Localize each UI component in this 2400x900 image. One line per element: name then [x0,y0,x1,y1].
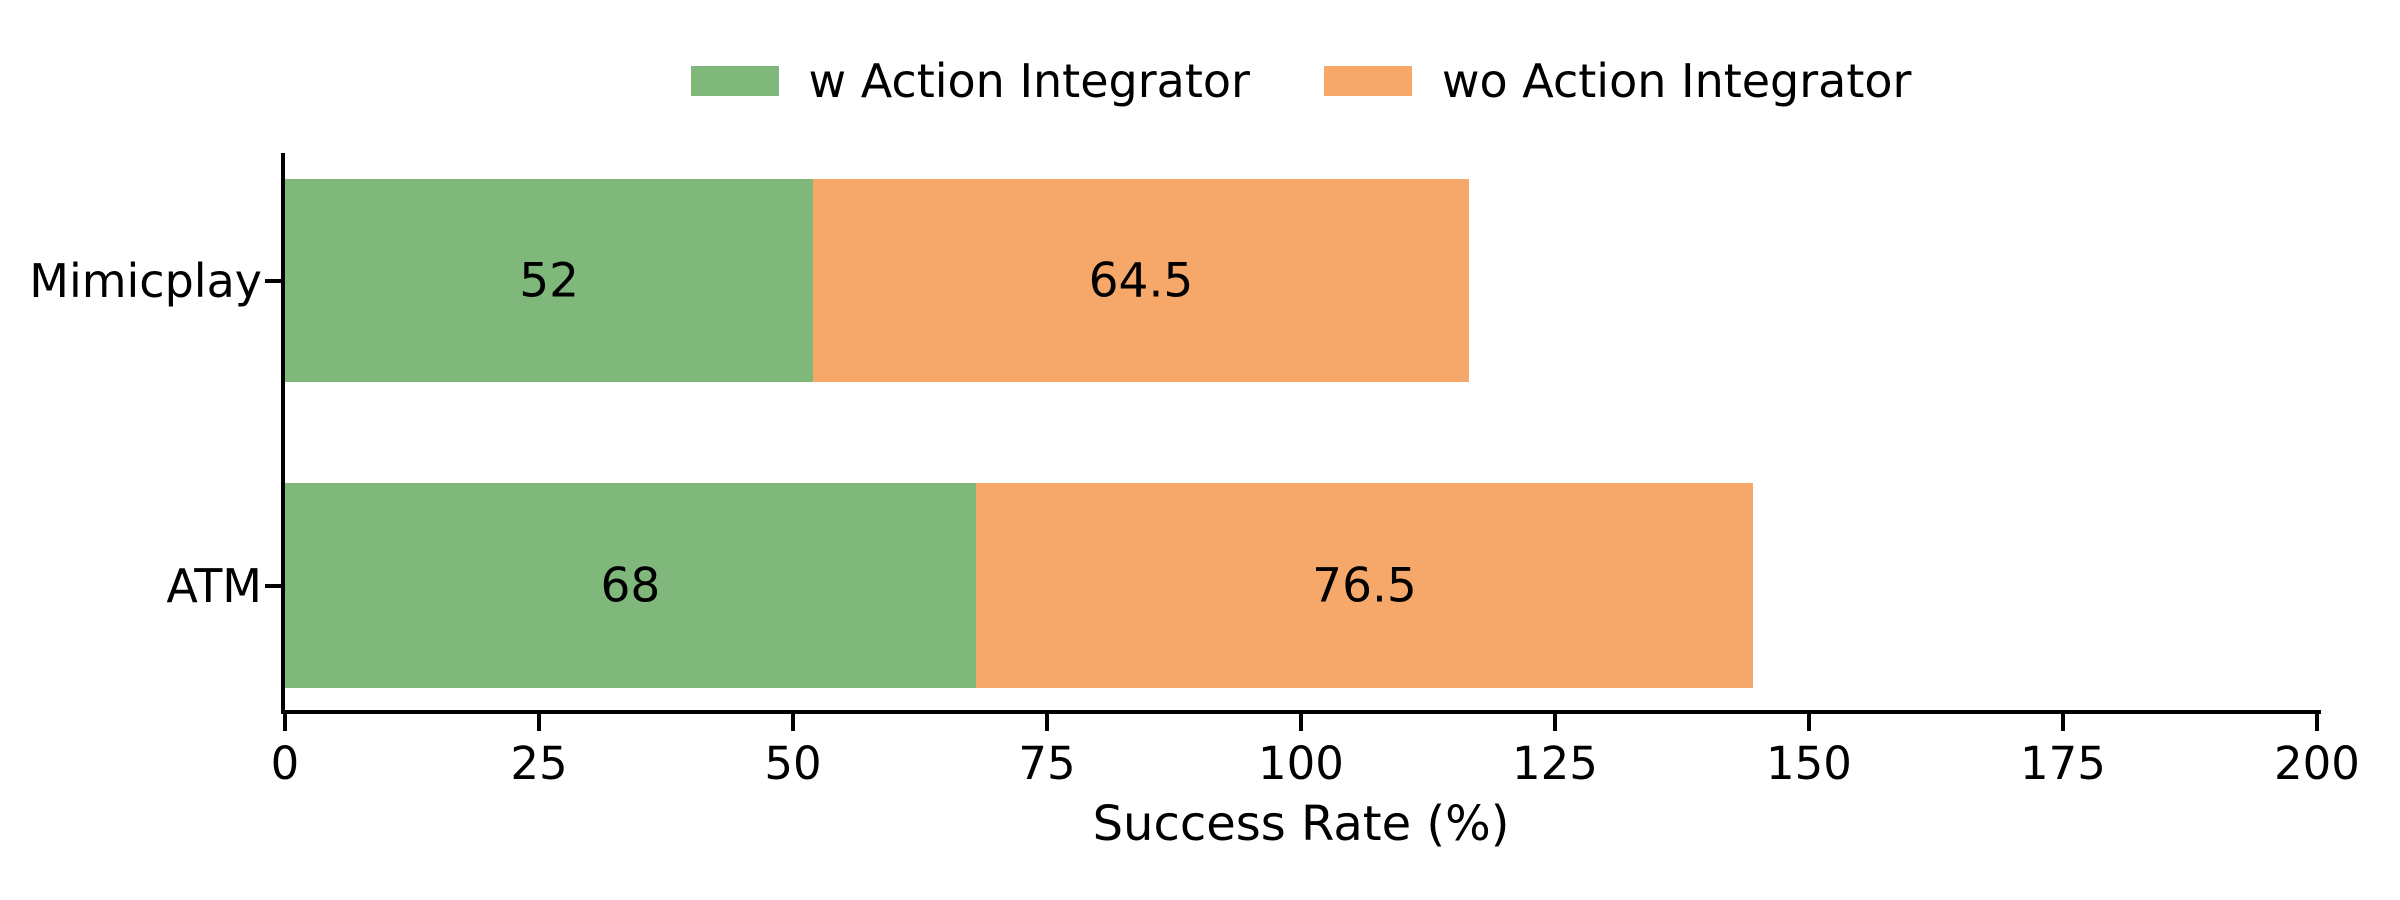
x-tick-label: 25 [510,737,568,790]
x-tick-mark [1045,714,1049,731]
y-tick-mark [265,583,281,588]
bar-value-label: 68 [600,558,661,613]
bar-value-label: 64.5 [1088,253,1194,308]
x-tick-mark [791,714,795,731]
legend-entry-without: wo Action Integrator [1323,54,1912,108]
x-tick-mark [283,714,287,731]
x-tick-label: 175 [2020,737,2106,790]
x-tick-mark [2315,714,2319,731]
x-tick-label: 150 [1766,737,1852,790]
legend-entry-with: w Action Integrator [690,54,1250,108]
x-tick-label: 0 [270,737,300,790]
x-tick-mark [1299,714,1303,731]
bar-segment-mimicplay-with [285,179,814,382]
legend-label: wo Action Integrator [1441,54,1912,108]
bar-value-label: 52 [519,253,580,308]
y-tick-label-mimicplay: Mimicplay [29,253,262,308]
y-tick-label-atm: ATM [166,558,262,613]
legend-swatch-icon [690,66,779,96]
x-tick-mark [1807,714,1811,731]
x-tick-label: 100 [1258,737,1344,790]
legend-label: w Action Integrator [808,54,1250,108]
x-tick-mark [2061,714,2065,731]
y-axis-spine [281,153,285,714]
legend-swatch-icon [1323,66,1412,96]
x-tick-label: 125 [1512,737,1598,790]
x-tick-label: 200 [2274,737,2360,790]
bar-segment-atm-without [975,483,1754,688]
x-axis-spine [281,710,2321,714]
legend: w Action Integrator wo Action Integrator [285,52,2317,110]
bar-segment-mimicplay-without [813,179,1469,382]
x-tick-mark [1553,714,1557,731]
x-tick-mark [537,714,541,731]
x-axis-title: Success Rate (%) [1092,796,1510,852]
bar-value-label: 76.5 [1312,558,1417,613]
x-tick-label: 50 [764,737,822,790]
x-tick-label: 75 [1018,737,1076,790]
bar-segment-atm-with [285,483,976,688]
y-tick-mark [265,278,281,283]
